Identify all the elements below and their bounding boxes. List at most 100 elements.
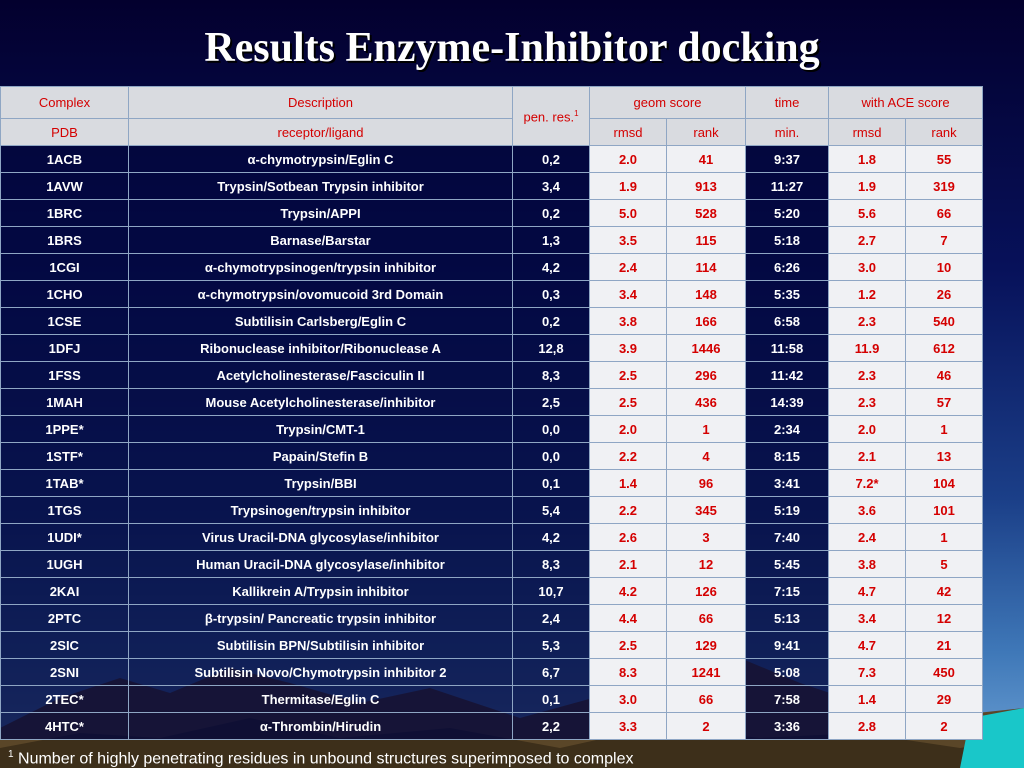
- table-row: 1STF* Papain/Stefin B 0,0 2.2 4 8:15 2.1 13: [0, 442, 984, 470]
- table-row: 2KAI Kallikrein A/Trypsin inhibitor 10,7 4.…: [0, 577, 984, 605]
- cell-rmsd: 2.4: [589, 253, 667, 281]
- cell-rmsd: 2.0: [589, 145, 667, 173]
- cell-time: 5:45: [745, 550, 830, 578]
- cell-description: α-chymotrypsinogen/trypsin inhibitor: [128, 253, 513, 281]
- cell-time: 8:15: [745, 442, 830, 470]
- cell-ace-rmsd: 2.7: [828, 226, 907, 254]
- cell-ace-rmsd: 3.4: [828, 604, 907, 632]
- cell-pen-res: 10,7: [512, 577, 590, 605]
- cell-description: α-Thrombin/Hirudin: [128, 712, 513, 740]
- header-ace-score: with ACE score: [828, 86, 984, 119]
- cell-rmsd: 3.0: [589, 685, 667, 713]
- cell-ace-rmsd: 3.0: [828, 253, 907, 281]
- cell-time: 9:37: [745, 145, 830, 173]
- cell-pen-res: 3,4: [512, 172, 590, 200]
- cell-rank: 3: [665, 523, 747, 551]
- cell-description: Ribonuclease inhibitor/Ribonuclease A: [128, 334, 513, 362]
- cell-rmsd: 2.5: [589, 361, 667, 389]
- header-ace-rmsd: rmsd: [828, 118, 907, 146]
- cell-ace-rmsd: 7.3: [828, 658, 907, 686]
- table-row: 1FSS Acetylcholinesterase/Fasciculin II 8,…: [0, 361, 984, 389]
- cell-pen-res: 12,8: [512, 334, 590, 362]
- cell-description: Kallikrein A/Trypsin inhibitor: [128, 577, 513, 605]
- cell-rmsd: 5.0: [589, 199, 667, 227]
- table-row: 1BRS Barnase/Barstar 1,3 3.5 115 5:18 2.7 7: [0, 226, 984, 254]
- table-row: 2SIC Subtilisin BPN/Subtilisin inhibitor 5…: [0, 631, 984, 659]
- cell-time: 11:58: [745, 334, 830, 362]
- cell-ace-rank: 12: [905, 604, 984, 632]
- cell-pdb: 1CSE: [0, 307, 129, 335]
- cell-pdb: 2PTC: [0, 604, 129, 632]
- cell-description: Human Uracil-DNA glycosylase/inhibitor: [128, 550, 513, 578]
- cell-pdb: 1STF*: [0, 442, 129, 470]
- cell-time: 7:58: [745, 685, 830, 713]
- cell-time: 5:08: [745, 658, 830, 686]
- cell-pen-res: 0,0: [512, 442, 590, 470]
- header-pen-res: pen. res.1: [512, 86, 590, 146]
- cell-pen-res: 5,3: [512, 631, 590, 659]
- cell-ace-rmsd: 2.3: [828, 307, 907, 335]
- table-row: 1DFJ Ribonuclease inhibitor/Ribonuclease …: [0, 334, 984, 362]
- cell-pen-res: 0,0: [512, 415, 590, 443]
- cell-rmsd: 3.5: [589, 226, 667, 254]
- cell-pen-res: 2,2: [512, 712, 590, 740]
- cell-rmsd: 3.9: [589, 334, 667, 362]
- cell-pdb: 1UGH: [0, 550, 129, 578]
- cell-pen-res: 2,5: [512, 388, 590, 416]
- cell-pen-res: 0,2: [512, 145, 590, 173]
- header-time: time: [745, 86, 830, 119]
- cell-pdb: 1BRC: [0, 199, 129, 227]
- cell-ace-rank: 612: [905, 334, 984, 362]
- header-row-1: Complex Description pen. res.1 geom scor…: [0, 86, 984, 146]
- cell-ace-rank: 55: [905, 145, 984, 173]
- cell-ace-rank: 26: [905, 280, 984, 308]
- cell-pen-res: 8,3: [512, 361, 590, 389]
- cell-pen-res: 6,7: [512, 658, 590, 686]
- cell-description: Trypsin/Sotbean Trypsin inhibitor: [128, 172, 513, 200]
- cell-description: Trypsin/CMT-1: [128, 415, 513, 443]
- cell-ace-rank: 2: [905, 712, 984, 740]
- cell-pen-res: 1,3: [512, 226, 590, 254]
- cell-ace-rank: 104: [905, 469, 984, 497]
- cell-time: 7:40: [745, 523, 830, 551]
- cell-rmsd: 2.5: [589, 631, 667, 659]
- table-row: 1CHO α-chymotrypsin/ovomucoid 3rd Domain 0…: [0, 280, 984, 308]
- cell-pdb: 1TGS: [0, 496, 129, 524]
- cell-rank: 148: [665, 280, 747, 308]
- cell-ace-rank: 1: [905, 523, 984, 551]
- cell-pdb: 1CGI: [0, 253, 129, 281]
- cell-rank: 41: [665, 145, 747, 173]
- cell-pdb: 1FSS: [0, 361, 129, 389]
- cell-description: Acetylcholinesterase/Fasciculin II: [128, 361, 513, 389]
- cell-description: α-chymotrypsin/Eglin C: [128, 145, 513, 173]
- cell-pdb: 1AVW: [0, 172, 129, 200]
- cell-pen-res: 4,2: [512, 523, 590, 551]
- cell-pdb: 1MAH: [0, 388, 129, 416]
- header-row-2: PDB receptor/ligand rmsd rank min. rmsd …: [0, 118, 984, 146]
- cell-ace-rmsd: 4.7: [828, 577, 907, 605]
- cell-ace-rank: 540: [905, 307, 984, 335]
- cell-rmsd: 2.5: [589, 388, 667, 416]
- table-row: 4HTC* α-Thrombin/Hirudin 2,2 3.3 2 3:36 2.8 2: [0, 712, 984, 740]
- cell-pdb: 1TAB*: [0, 469, 129, 497]
- page-title: Results Enzyme-Inhibitor docking: [204, 25, 820, 71]
- cell-time: 9:41: [745, 631, 830, 659]
- table-row: 1MAH Mouse Acetylcholinesterase/inhibitor…: [0, 388, 984, 416]
- cell-description: Subtilisin BPN/Subtilisin inhibitor: [128, 631, 513, 659]
- cell-time: 2:34: [745, 415, 830, 443]
- table-body: 1ACB α-chymotrypsin/Eglin C 0,2 2.0 41 9:37 1.…: [0, 145, 984, 740]
- cell-rank: 126: [665, 577, 747, 605]
- cell-pdb: 1DFJ: [0, 334, 129, 362]
- table-row: 2PTC β-trypsin/ Pancreatic trypsin inhibi…: [0, 604, 984, 632]
- footnote-text: Number of highly penetrating residues in…: [13, 750, 634, 768]
- cell-pdb: 1BRS: [0, 226, 129, 254]
- cell-pdb: 1ACB: [0, 145, 129, 173]
- cell-ace-rmsd: 11.9: [828, 334, 907, 362]
- footnote-ref-marker: 1: [574, 109, 579, 119]
- header-pen-res-label: pen. res.: [523, 109, 575, 125]
- cell-description: Trypsinogen/trypsin inhibitor: [128, 496, 513, 524]
- header-min: min.: [745, 118, 830, 146]
- cell-time: 11:27: [745, 172, 830, 200]
- cell-ace-rank: 42: [905, 577, 984, 605]
- cell-ace-rank: 1: [905, 415, 984, 443]
